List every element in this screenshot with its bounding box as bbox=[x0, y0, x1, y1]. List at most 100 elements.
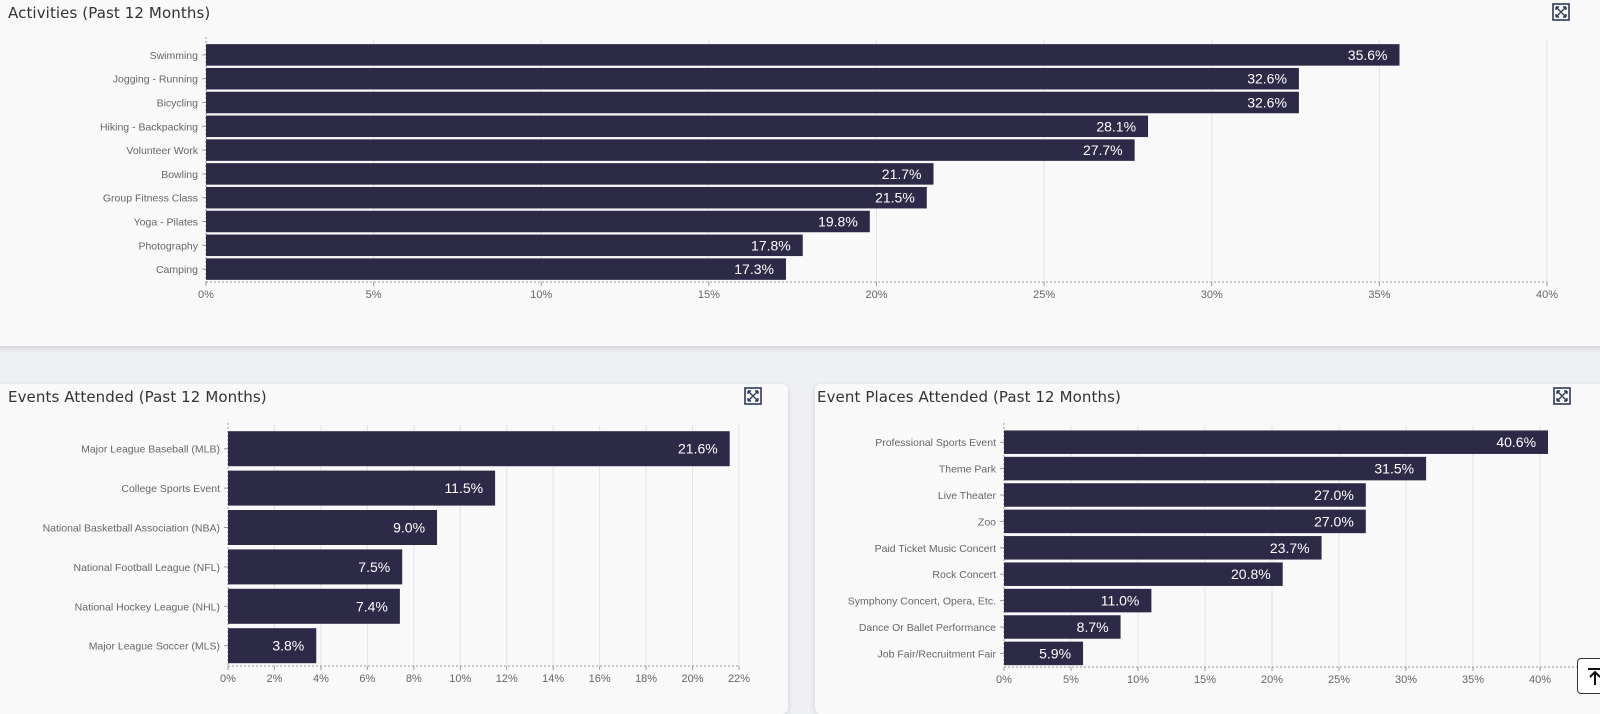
x-tick-label: 6% bbox=[359, 673, 375, 685]
x-tick-label: 0% bbox=[220, 673, 236, 685]
category-label: Group Fitness Class bbox=[103, 193, 198, 205]
bar bbox=[228, 431, 730, 467]
category-label: Theme Park bbox=[939, 464, 997, 476]
value-label: 35.6% bbox=[1348, 47, 1388, 63]
category-label: National Hockey League (NHL) bbox=[75, 601, 220, 613]
x-tick-label: 20% bbox=[865, 289, 887, 301]
bar bbox=[206, 44, 1400, 66]
value-label: 27.7% bbox=[1083, 142, 1123, 158]
expand-icon[interactable] bbox=[1552, 3, 1570, 21]
bar bbox=[1004, 588, 1152, 613]
value-label: 27.0% bbox=[1314, 487, 1354, 503]
value-label: 11.0% bbox=[1101, 593, 1140, 609]
bar bbox=[1004, 615, 1121, 639]
bar bbox=[1004, 509, 1366, 534]
bar bbox=[228, 588, 400, 624]
category-label: Live Theater bbox=[938, 490, 997, 502]
x-tick-label: 40% bbox=[1529, 674, 1551, 686]
bar bbox=[206, 234, 803, 257]
category-label: Professional Sports Event bbox=[875, 437, 996, 449]
value-label: 9.0% bbox=[393, 520, 425, 536]
events-bar-chart: 0% 2% 4% 6% 8% 10% 12% 14% 16% 18% 20% 22% Major Lea… bbox=[43, 423, 750, 685]
x-tick-label: 5% bbox=[366, 289, 382, 301]
x-tick-label: 14% bbox=[542, 673, 564, 685]
category-label: Hiking - Backpacking bbox=[100, 121, 198, 133]
category-label: Bowling bbox=[161, 169, 198, 181]
events-title: Events Attended (Past 12 Months) bbox=[8, 388, 267, 406]
bar bbox=[228, 628, 317, 664]
bar bbox=[1004, 456, 1427, 481]
x-tick-label: 20% bbox=[1261, 674, 1283, 686]
x-tick-label: 4% bbox=[313, 673, 329, 685]
value-label: 20.8% bbox=[1231, 566, 1271, 582]
value-label: 31.5% bbox=[1374, 461, 1414, 477]
x-tick-label: 30% bbox=[1201, 289, 1223, 301]
bar bbox=[1004, 536, 1322, 560]
value-label: 8.7% bbox=[1077, 619, 1109, 635]
category-label: College Sports Event bbox=[121, 483, 220, 495]
value-label: 3.8% bbox=[272, 638, 304, 654]
value-label: 17.3% bbox=[734, 261, 774, 277]
x-tick-label: 35% bbox=[1368, 289, 1390, 301]
category-label: Major League Baseball (MLB) bbox=[81, 444, 220, 456]
x-tick-label: 18% bbox=[635, 673, 657, 685]
category-label: Bicycling bbox=[157, 98, 199, 110]
bar bbox=[228, 510, 438, 545]
expand-icon[interactable] bbox=[1553, 387, 1571, 405]
value-label: 32.6% bbox=[1247, 95, 1287, 111]
x-tick-label: 12% bbox=[496, 673, 518, 685]
category-label: Major League Soccer (MLS) bbox=[89, 641, 220, 653]
places-card: Event Places Attended (Past 12 Months) 0… bbox=[815, 384, 1600, 714]
scroll-top-button[interactable] bbox=[1577, 658, 1600, 694]
x-tick-label: 5% bbox=[1063, 674, 1079, 686]
category-label: Rock Concert bbox=[932, 569, 996, 581]
category-label: Jogging - Running bbox=[113, 74, 198, 86]
x-tick-label: 16% bbox=[589, 673, 611, 685]
x-tick-label: 25% bbox=[1033, 289, 1055, 301]
value-label: 21.6% bbox=[678, 441, 718, 457]
bar bbox=[1004, 430, 1549, 454]
value-label: 28.1% bbox=[1096, 118, 1136, 134]
category-label: Paid Ticket Music Concert bbox=[875, 543, 996, 555]
value-label: 27.0% bbox=[1314, 513, 1354, 529]
x-tick-label: 40% bbox=[1536, 289, 1558, 301]
places-bar-chart: 0%5%10%15%20%25%30%35%40%45%Professional… bbox=[848, 423, 1600, 686]
value-label: 11.5% bbox=[444, 480, 483, 496]
bar bbox=[1004, 562, 1283, 586]
bar bbox=[228, 549, 403, 585]
activities-bar-chart: 0% 5% 10% 15% 20% 25% 30% 35% 40% Swimming 35.6% Jo… bbox=[100, 37, 1558, 301]
places-title: Event Places Attended (Past 12 Months) bbox=[817, 388, 1121, 406]
x-tick-label: 10% bbox=[530, 289, 552, 301]
value-label: 5.9% bbox=[1039, 645, 1071, 661]
bar bbox=[206, 163, 934, 185]
x-tick-label: 0% bbox=[198, 289, 214, 301]
category-label: Swimming bbox=[150, 50, 199, 62]
category-label: Volunteer Work bbox=[126, 145, 198, 157]
bar bbox=[206, 258, 786, 280]
value-label: 23.7% bbox=[1270, 540, 1310, 556]
x-tick-label: 22% bbox=[728, 673, 750, 685]
bar bbox=[206, 115, 1149, 138]
category-label: Dance Or Ballet Performance bbox=[859, 622, 996, 634]
x-tick-label: 10% bbox=[1127, 674, 1149, 686]
value-label: 7.4% bbox=[356, 598, 388, 614]
category-label: National Football League (NFL) bbox=[74, 562, 221, 574]
category-label: Job Fair/Recruitment Fair bbox=[878, 648, 997, 660]
value-label: 21.7% bbox=[882, 166, 922, 182]
value-label: 7.5% bbox=[358, 559, 390, 575]
x-tick-label: 10% bbox=[449, 673, 471, 685]
x-tick-label: 15% bbox=[1194, 674, 1216, 686]
arrow-up-to-line-icon bbox=[1588, 668, 1600, 685]
events-card: Events Attended (Past 12 Months) 0% 2% 4% 6… bbox=[0, 384, 788, 714]
value-label: 19.8% bbox=[818, 214, 858, 230]
value-label: 40.6% bbox=[1496, 434, 1536, 450]
value-label: 32.6% bbox=[1247, 71, 1287, 87]
x-tick-label: 2% bbox=[267, 673, 283, 685]
x-tick-label: 25% bbox=[1328, 674, 1350, 686]
value-label: 21.5% bbox=[875, 190, 915, 206]
bar bbox=[206, 186, 927, 209]
bar bbox=[1004, 641, 1084, 666]
value-label: 17.8% bbox=[751, 237, 791, 253]
expand-icon[interactable] bbox=[744, 387, 762, 405]
bar bbox=[228, 470, 496, 506]
